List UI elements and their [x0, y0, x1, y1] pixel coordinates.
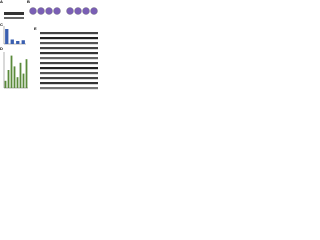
bar: [4, 80, 7, 88]
bar: [10, 39, 14, 44]
bar: [16, 77, 19, 88]
western-blot-e: [40, 32, 98, 90]
bar: [25, 59, 28, 88]
figure: A B C D E: [0, 0, 98, 90]
bar: [13, 66, 16, 88]
bar: [22, 73, 25, 88]
bar-charts: [3, 26, 28, 89]
bar: [16, 41, 20, 44]
bar: [21, 40, 25, 44]
western-blot-a: [4, 12, 24, 19]
panel-label: B: [27, 0, 30, 4]
colony-plates: [29, 7, 98, 15]
panel-label: C: [0, 22, 3, 27]
bar: [5, 29, 9, 44]
bar: [10, 55, 13, 88]
bar: [19, 62, 22, 88]
bar: [7, 70, 10, 88]
panel-label: A: [0, 0, 3, 4]
panel-label: D: [0, 46, 3, 51]
panel-label: E: [34, 26, 37, 31]
